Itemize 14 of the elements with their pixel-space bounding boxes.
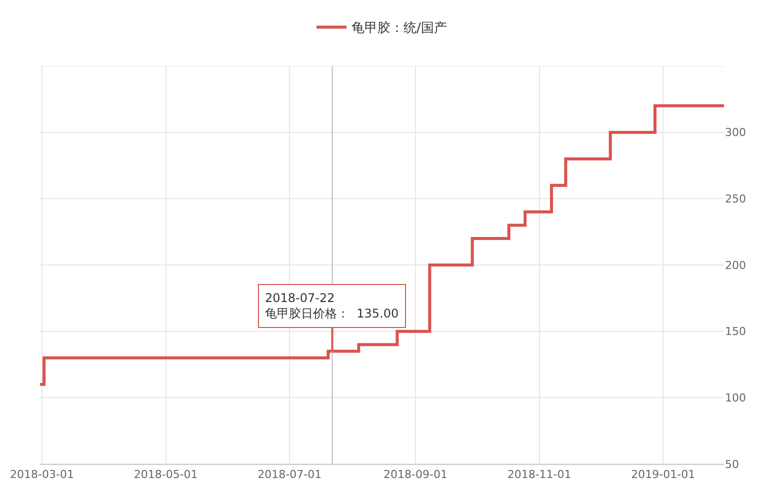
y-tick-label: 250: [725, 192, 746, 206]
y-tick-label: 200: [725, 258, 746, 272]
x-tick-label: 2018-03-01: [10, 468, 74, 482]
legend-label: 龟甲胶：统/国产: [352, 21, 447, 36]
y-tick-label: 50: [725, 458, 739, 471]
x-tick-label: 2018-05-01: [134, 468, 198, 482]
x-tick-label: 2018-11-01: [507, 468, 572, 482]
y-tick-label: 300: [725, 126, 746, 140]
y-tick-label: 100: [725, 392, 746, 405]
y-tick-label: 150: [725, 325, 746, 338]
x-tick-label: 2019-01-01: [631, 468, 696, 482]
annotation: 2018-07-22 龟甲胶日价格： 135.00: [265, 291, 399, 321]
x-tick-label: 2018-07-01: [258, 468, 322, 482]
x-tick-label: 2018-09-01: [384, 468, 448, 482]
